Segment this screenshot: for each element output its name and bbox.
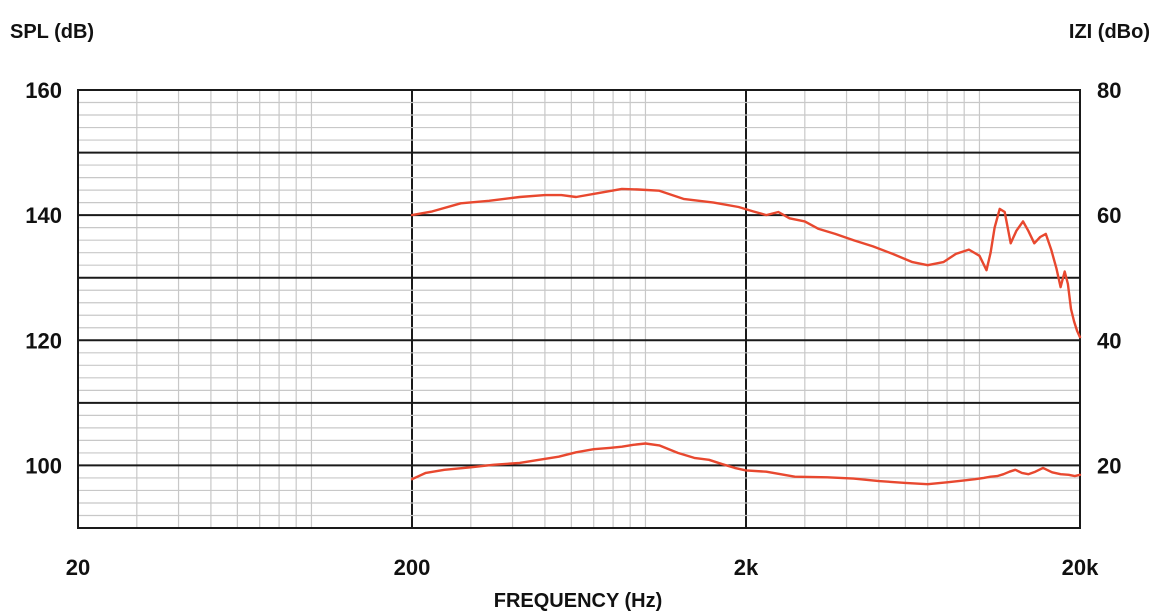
- x-tick-label: 2k: [734, 555, 759, 580]
- y-left-tick-label: 100: [25, 453, 62, 478]
- x-tick-label: 20k: [1062, 555, 1099, 580]
- y-left-tick-label: 160: [25, 78, 62, 103]
- y-right-tick-label: 60: [1097, 203, 1121, 228]
- y-left-tick-label: 120: [25, 328, 62, 353]
- y-right-tick-label: 20: [1097, 453, 1121, 478]
- y-axis-right-title: IZI (dBo): [1069, 21, 1150, 43]
- series-line-impedance: [410, 442, 1082, 486]
- plot-frame: [77, 89, 1081, 529]
- x-tick-label: 200: [394, 555, 431, 580]
- y-left-tick-label: 140: [25, 203, 62, 228]
- grid: [78, 90, 1080, 528]
- series-group: [410, 187, 1082, 486]
- tick-labels: 20 200 2k 20k 160 140 120 100 80 60 40 20: [25, 78, 1121, 580]
- y-right-tick-label: 80: [1097, 78, 1121, 103]
- x-tick-label: 20: [66, 555, 90, 580]
- y-right-tick-label: 40: [1097, 328, 1121, 353]
- series-line-spl: [410, 187, 1082, 339]
- x-axis-title: FREQUENCY (Hz): [494, 590, 663, 612]
- y-axis-left-title: SPL (dB): [10, 21, 94, 43]
